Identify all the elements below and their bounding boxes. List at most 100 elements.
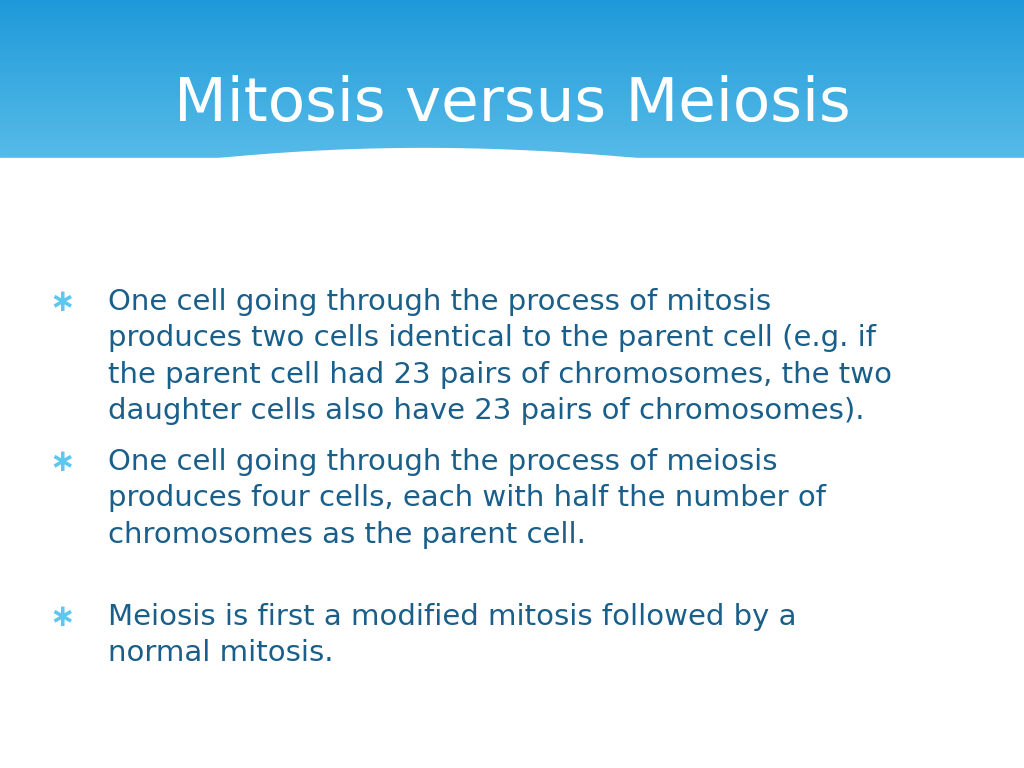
Bar <box>0 159 1024 161</box>
Bar <box>0 187 1024 190</box>
Polygon shape <box>0 209 1024 768</box>
Bar <box>0 124 1024 127</box>
Bar <box>0 151 1024 153</box>
Text: Mitosis versus Meiosis: Mitosis versus Meiosis <box>174 75 850 134</box>
Bar <box>0 157 1024 159</box>
Bar <box>0 35 1024 37</box>
Bar <box>0 31 1024 33</box>
Bar <box>0 33 1024 35</box>
Bar <box>0 5 1024 7</box>
Bar <box>0 148 1024 151</box>
Bar <box>0 0 1024 2</box>
Bar <box>0 94 1024 96</box>
Polygon shape <box>0 232 1024 278</box>
Bar <box>0 179 1024 181</box>
Bar <box>0 85 1024 88</box>
Bar <box>0 185 1024 187</box>
Bar <box>0 127 1024 128</box>
Bar <box>0 183 1024 185</box>
Text: Meiosis is first a modified mitosis followed by a
normal mitosis.: Meiosis is first a modified mitosis foll… <box>108 603 797 667</box>
Bar <box>0 48 1024 50</box>
Text: ∗: ∗ <box>49 603 75 632</box>
Bar <box>0 89 1024 91</box>
Bar <box>0 70 1024 72</box>
Bar <box>0 158 1024 768</box>
Bar <box>0 15 1024 18</box>
Bar <box>0 76 1024 78</box>
Bar <box>0 61 1024 63</box>
Bar <box>0 18 1024 20</box>
Bar <box>0 68 1024 70</box>
Bar <box>0 91 1024 94</box>
Bar <box>0 22 1024 24</box>
Bar <box>0 174 1024 177</box>
Text: One cell going through the process of mitosis
produces two cells identical to th: One cell going through the process of mi… <box>108 288 892 425</box>
Bar <box>0 133 1024 135</box>
Bar <box>0 52 1024 55</box>
Bar <box>0 153 1024 155</box>
Bar <box>0 142 1024 144</box>
Bar <box>0 50 1024 52</box>
Bar <box>0 102 1024 104</box>
Bar <box>0 137 1024 140</box>
Bar <box>0 190 1024 192</box>
Bar <box>0 98 1024 101</box>
Bar <box>0 144 1024 146</box>
Bar <box>0 146 1024 148</box>
Bar <box>0 155 1024 157</box>
Bar <box>0 207 1024 209</box>
Bar <box>0 13 1024 15</box>
Bar <box>0 44 1024 46</box>
Bar <box>0 205 1024 207</box>
Bar <box>0 11 1024 13</box>
Bar <box>0 196 1024 198</box>
Bar <box>0 177 1024 179</box>
Bar <box>0 59 1024 61</box>
Text: ∗: ∗ <box>49 288 75 317</box>
Bar <box>0 111 1024 114</box>
Bar <box>0 46 1024 48</box>
Bar <box>0 192 1024 194</box>
Bar <box>0 114 1024 115</box>
Bar <box>0 170 1024 172</box>
Bar <box>0 72 1024 74</box>
Bar <box>0 65 1024 68</box>
Bar <box>0 161 1024 164</box>
Bar <box>0 216 1024 218</box>
Bar <box>0 20 1024 22</box>
Bar <box>0 122 1024 124</box>
Bar <box>0 81 1024 83</box>
Bar <box>0 166 1024 168</box>
Bar <box>0 198 1024 200</box>
Bar <box>0 181 1024 183</box>
Bar <box>0 83 1024 85</box>
Bar <box>0 135 1024 137</box>
Bar <box>0 8 1024 11</box>
Bar <box>0 131 1024 133</box>
Bar <box>0 55 1024 57</box>
Bar <box>0 194 1024 196</box>
Bar <box>0 172 1024 174</box>
Bar <box>0 209 1024 211</box>
Bar <box>0 140 1024 142</box>
Bar <box>0 107 1024 109</box>
Bar <box>0 7 1024 8</box>
Bar <box>0 63 1024 65</box>
Bar <box>0 104 1024 107</box>
Bar <box>0 39 1024 41</box>
Bar <box>0 200 1024 203</box>
Bar <box>0 74 1024 76</box>
Text: One cell going through the process of meiosis
produces four cells, each with hal: One cell going through the process of me… <box>108 448 826 548</box>
Text: ∗: ∗ <box>49 448 75 477</box>
Bar <box>0 28 1024 31</box>
Bar <box>0 37 1024 39</box>
Bar <box>0 26 1024 28</box>
Polygon shape <box>0 148 1024 768</box>
Bar <box>0 24 1024 26</box>
Bar <box>0 211 1024 214</box>
Bar <box>0 128 1024 131</box>
Bar <box>0 57 1024 59</box>
Bar <box>0 41 1024 44</box>
Bar <box>0 115 1024 118</box>
Bar <box>0 96 1024 98</box>
